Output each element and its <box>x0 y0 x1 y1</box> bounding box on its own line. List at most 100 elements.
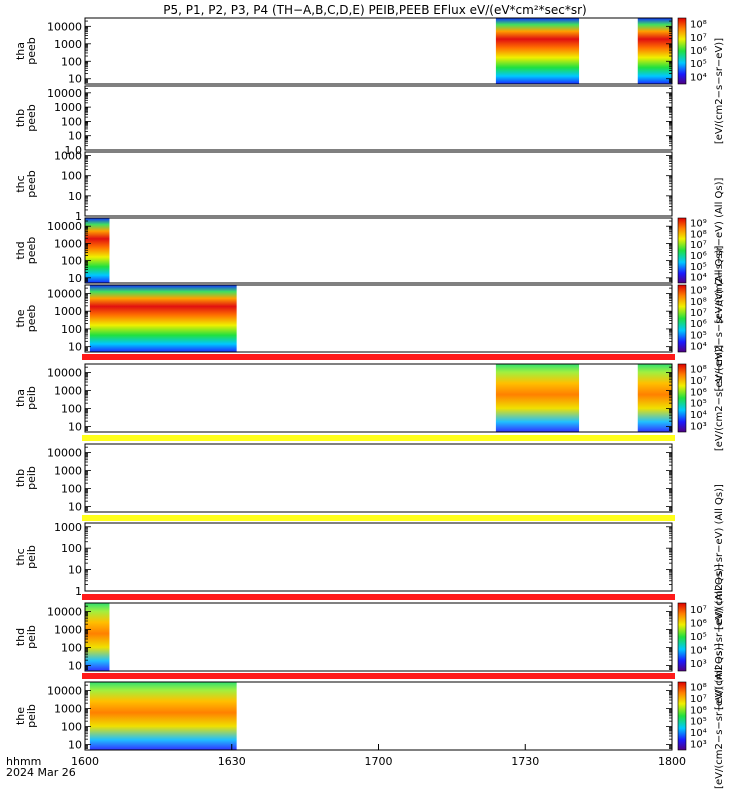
x-tick-label: 1700 <box>365 755 393 768</box>
panel-frame <box>84 217 673 284</box>
colorbar-label: 10⁵ <box>690 717 707 728</box>
colorbar-label: 10⁴ <box>690 72 707 83</box>
y-tick-label: 1000 <box>54 385 82 398</box>
colorbar-label: 10⁴ <box>690 410 707 421</box>
footer-hhmm: hhmm <box>6 755 41 768</box>
panel-frame <box>84 443 673 513</box>
y-tick-label: 100 <box>61 483 82 496</box>
y-tick-label: 10 <box>68 272 82 285</box>
panel-ylabel: peeb <box>25 237 38 265</box>
panel-ylabel: thb <box>14 109 27 127</box>
y-tick-label: 1000 <box>54 703 82 716</box>
colorbar-label: 10⁷ <box>690 308 707 319</box>
colorbar-label: 10³ <box>690 739 707 750</box>
colorbar-label: 10⁷ <box>690 694 707 705</box>
y-tick-label: 10 <box>68 73 82 86</box>
panel-frame <box>84 85 673 151</box>
y-tick-label: 10 <box>68 190 82 203</box>
y-tick-label: 100 <box>61 255 82 268</box>
colorbar-label: 10⁴ <box>690 646 707 657</box>
y-tick-label: 10 <box>68 341 82 354</box>
y-tick-label: 10 <box>68 130 82 143</box>
y-tick-label: 10000 <box>47 606 82 619</box>
y-tick-label: 100 <box>61 542 82 555</box>
colorbar-title: [eV/(cm2−s−sr−eV) (All Qs)] <box>714 245 725 391</box>
colorbar-label: 10⁷ <box>690 376 707 387</box>
colorbar-label: 10⁷ <box>690 605 707 616</box>
panel-frame <box>84 17 673 85</box>
colorbar-label: 10⁸ <box>690 20 707 31</box>
colorbar-title: [eV/(cm2−s−sr−eV) (All Qs)] <box>714 564 725 710</box>
colorbar-label: 10⁵ <box>690 262 707 273</box>
y-tick-label: 100 <box>61 721 82 734</box>
colorbar-label: 10⁵ <box>690 330 707 341</box>
colorbar-title: [eV/(cm2−s−sr−eV) (All Qs)] <box>714 484 725 630</box>
y-tick-label: 100 <box>61 115 82 128</box>
spectrogram-block-5-1 <box>637 364 672 432</box>
y-tick-label: 100 <box>61 55 82 68</box>
spectrogram-block-4-0 <box>89 285 237 352</box>
colorbar <box>677 17 687 85</box>
colorbar-label: 10⁶ <box>690 387 707 398</box>
panel-ylabel: peib <box>25 466 38 490</box>
panel-ylabel: thb <box>14 469 27 487</box>
panel-ylabel: peib <box>25 386 38 410</box>
spectrogram-block-0-1 <box>637 18 672 84</box>
colorbar-label: 10⁶ <box>690 319 707 330</box>
y-tick-label: 10000 <box>47 20 82 33</box>
y-tick-label: 1000 <box>54 150 82 163</box>
y-tick-label: 10000 <box>47 367 82 380</box>
y-tick-label: 10000 <box>47 287 82 300</box>
panel-3: 10100100010000thdpeeb10⁴10⁵10⁶10⁷10⁸10⁹[… <box>14 177 725 323</box>
y-tick-label: 100 <box>61 323 82 336</box>
y-tick-label: 10000 <box>47 685 82 698</box>
y-tick-label: 10 <box>68 421 82 434</box>
colorbar <box>677 363 687 433</box>
x-tick-label: 1730 <box>511 755 539 768</box>
colorbar-label: 10⁸ <box>690 229 707 240</box>
spectrogram-block-9-0 <box>89 682 237 750</box>
panel-ylabel: thc <box>14 175 27 192</box>
colorbar-label: 10⁷ <box>690 240 707 251</box>
colorbar-label: 10⁶ <box>690 46 707 57</box>
colorbar-label: 10³ <box>690 421 707 432</box>
y-tick-label: 1 <box>75 585 82 598</box>
panel-ylabel: thc <box>14 548 27 565</box>
colorbar-title: [eV/(cm2−s−sr−eV)] <box>714 345 725 451</box>
panel-ylabel: tha <box>14 389 27 407</box>
y-tick-label: 100 <box>61 403 82 416</box>
panel-ylabel: peeb <box>25 170 38 198</box>
y-tick-label: 100 <box>61 170 82 183</box>
colorbar-label: 10⁴ <box>690 273 707 284</box>
colorbar-label: 10⁴ <box>690 341 707 352</box>
panel-ylabel: peeb <box>25 305 38 333</box>
y-tick-label: 1000 <box>54 101 82 114</box>
panel-0: 10100100010000thapeeb10⁴10⁵10⁶10⁷10⁸[eV/… <box>14 17 725 144</box>
panel-frame <box>84 602 673 672</box>
colorbar-label: 10⁷ <box>690 33 707 44</box>
colorbar-label: 10⁸ <box>690 365 707 376</box>
status-flag-bar <box>82 594 675 600</box>
colorbar-label: 10⁴ <box>690 728 707 739</box>
panel-ylabel: thd <box>14 628 27 646</box>
y-tick-label: 1.0 <box>65 144 83 157</box>
panel-ylabel: peeb <box>25 37 38 65</box>
colorbar-title: [eV/(cm2−s−sr−eV)] <box>714 38 725 144</box>
colorbar-label: 10⁹ <box>690 286 707 297</box>
y-tick-label: 1000 <box>54 624 82 637</box>
colorbar <box>677 284 687 353</box>
colorbar-label: 10⁸ <box>690 297 707 308</box>
y-tick-label: 10000 <box>47 447 82 460</box>
panel-ylabel: tha <box>14 42 27 60</box>
y-tick-label: 10 <box>68 501 82 514</box>
status-flag-bar <box>82 354 675 360</box>
panel-9: 10100100010000thepeib10³10⁴10⁵10⁶10⁷10⁸[… <box>14 643 725 789</box>
y-tick-label: 1000 <box>54 38 82 51</box>
colorbar-title: [eV/(cm2−s−sr−eV) (All Qs)] <box>714 177 725 323</box>
colorbar-label: 10⁶ <box>690 251 707 262</box>
colorbar-label: 10⁶ <box>690 618 707 629</box>
